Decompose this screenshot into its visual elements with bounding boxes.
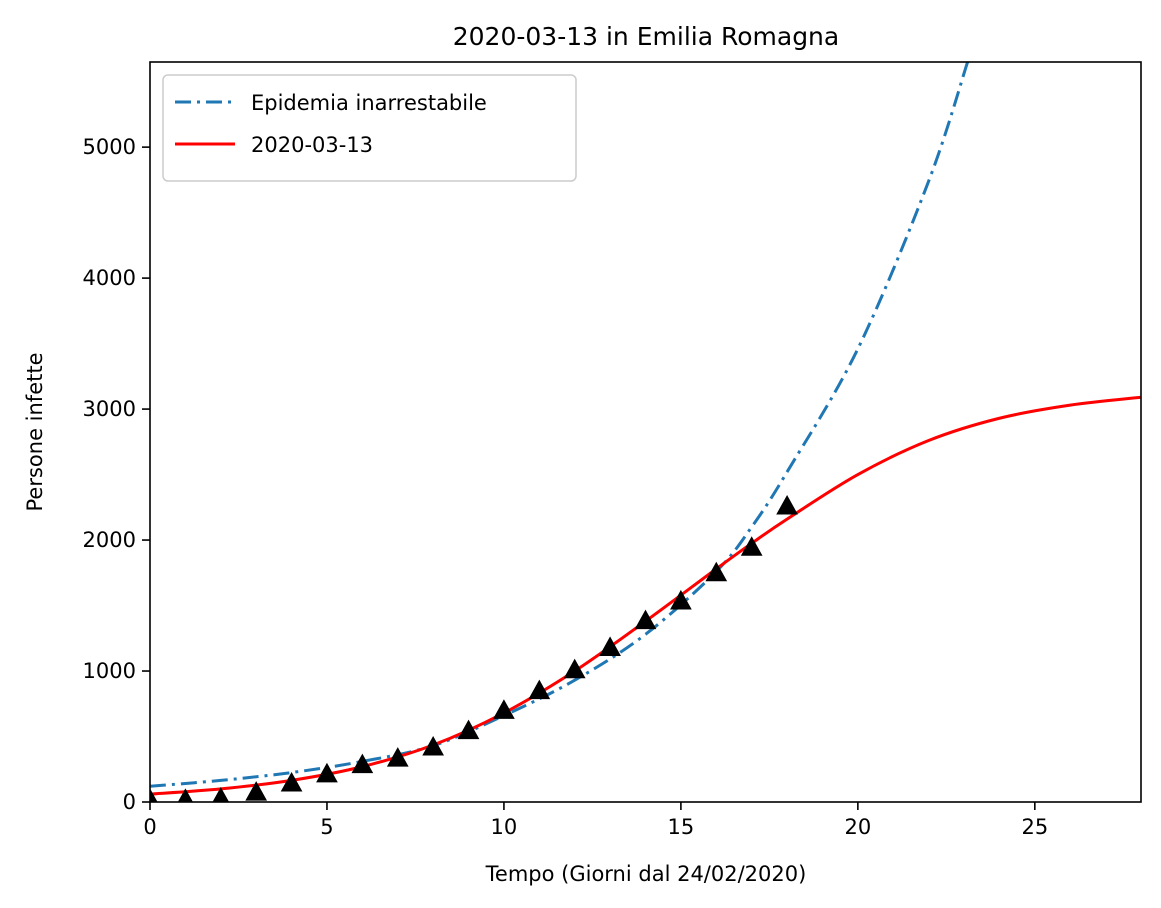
x-tick-label: 20: [844, 815, 871, 839]
data-point-marker: [422, 735, 444, 756]
data-point-marker: [705, 561, 728, 582]
data-point-marker: [280, 771, 303, 792]
data-point-marker: [351, 753, 374, 774]
x-tick-label: 25: [1021, 815, 1048, 839]
x-tick-label: 5: [320, 815, 333, 839]
y-tick-label: 1000: [83, 659, 136, 683]
legend: Epidemia inarrestabile 2020-03-13: [162, 74, 577, 182]
legend-entry-label: 2020-03-13: [251, 133, 373, 157]
legend-box: [162, 74, 577, 182]
data-point-marker: [776, 494, 798, 515]
data-point-marker: [634, 609, 657, 630]
data-point-marker: [563, 658, 586, 679]
x-tick-label: 0: [143, 815, 156, 839]
x-tick-label: 15: [668, 815, 695, 839]
data-point-marker: [670, 589, 692, 610]
data-point-marker: [528, 679, 551, 700]
plot-frame: [149, 61, 1142, 803]
data-point-marker: [212, 787, 230, 802]
y-tick-label: 2000: [83, 528, 136, 552]
series-line-0: [150, 62, 970, 788]
chart-title: 2020-03-13 in Emilia Romagna: [453, 22, 839, 51]
y-axis-label: Persone infette: [23, 352, 47, 511]
data-point-marker: [386, 747, 409, 767]
plot-area: [149, 61, 1142, 803]
data-point-marker: [740, 536, 763, 556]
data-point-marker: [599, 636, 621, 656]
x-axis-label: Tempo (Giorni dal 24/02/2020): [485, 862, 807, 886]
y-tick-label: 3000: [83, 397, 136, 421]
x-tick-label: 10: [491, 815, 518, 839]
legend-entry-label: Epidemia inarrestabile: [251, 91, 487, 115]
data-point-marker: [457, 719, 480, 740]
data-point-marker: [316, 762, 338, 783]
data-point-marker: [150, 788, 158, 802]
series-group: [150, 62, 1141, 802]
data-point-marker: [177, 788, 193, 802]
y-tick-label: 4000: [83, 266, 136, 290]
y-tick-label: 5000: [83, 135, 136, 159]
y-tick-label: 0: [123, 790, 136, 814]
data-point-marker: [245, 781, 268, 801]
data-point-marker: [493, 699, 515, 719]
axis-ticks: 0 5 10 15 20 25 0 1000 2000 3000 4000 5000: [83, 135, 1049, 839]
